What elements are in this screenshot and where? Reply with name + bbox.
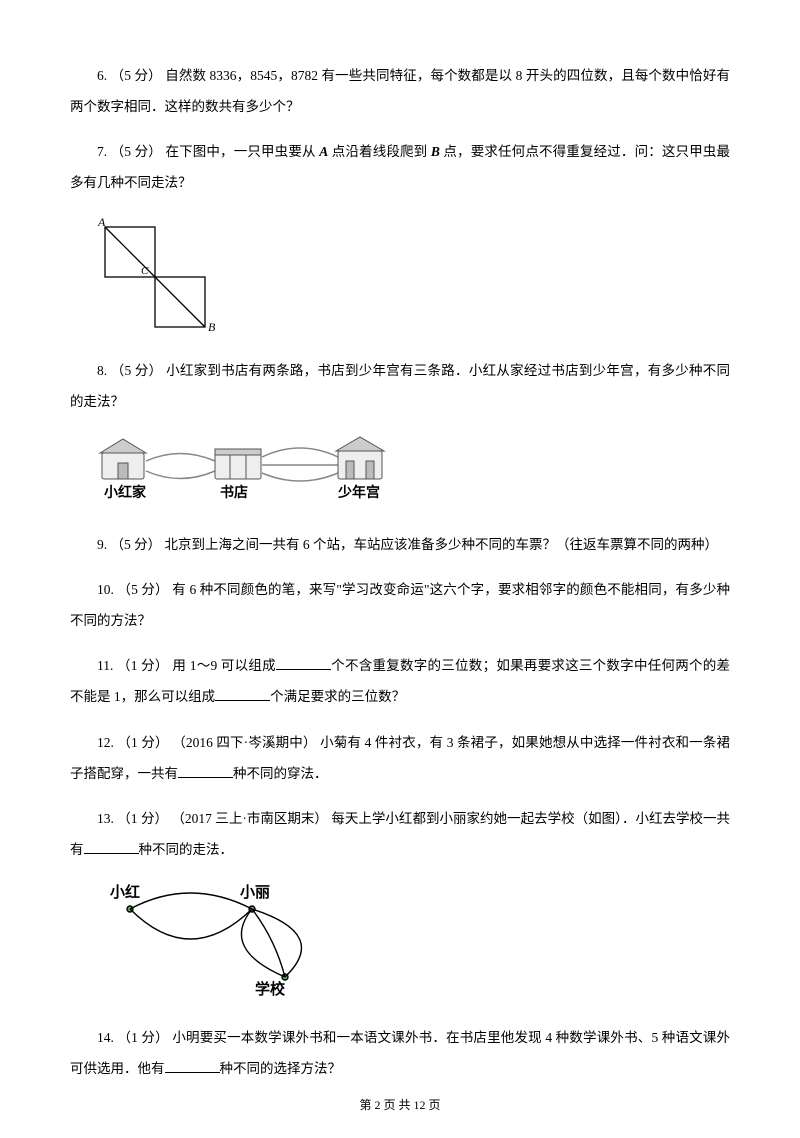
q-num: 8. xyxy=(97,363,107,378)
q-text-b: 点沿着线段爬到 xyxy=(328,144,431,159)
q-points: （1 分） xyxy=(117,658,169,673)
q-points: （5 分） xyxy=(111,68,162,83)
page-footer: 第 2 页 共 12 页 xyxy=(0,1096,800,1113)
question-10: 10. （5 分） 有 6 种不同颜色的笔，来写"学习改变命运"这六个字，要求相… xyxy=(70,574,730,636)
q-points: （5 分） xyxy=(111,144,162,159)
q-num: 10. xyxy=(97,582,114,597)
question-8: 8. （5 分） 小红家到书店有两条路，书店到少年宫有三条路．小红从家经过书店到… xyxy=(70,355,730,417)
blank-input[interactable] xyxy=(215,687,270,702)
question-11: 11. （1 分） 用 1～9 可以组成个不含重复数字的三位数；如果再要求这三个… xyxy=(70,650,730,712)
q-text: 小红家到书店有两条路，书店到少年宫有三条路．小红从家经过书店到少年宫，有多少种不… xyxy=(70,363,730,409)
label-home: 小红家 xyxy=(104,484,147,501)
letter-b: B xyxy=(431,144,440,159)
label-sch: 学校 xyxy=(255,980,286,998)
q-text-b: 种不同的选择方法？ xyxy=(220,1061,342,1076)
label-c: C xyxy=(141,265,149,277)
q-points: （1 分） xyxy=(117,1030,168,1045)
footer-text: 第 2 页 共 12 页 xyxy=(359,1098,440,1112)
q-num: 9. xyxy=(97,537,107,552)
q-source: （2017 三上·市南区期末） xyxy=(171,811,328,826)
q-points: （5 分） xyxy=(117,582,168,597)
q-num: 6. xyxy=(97,68,107,83)
q-text: 有 6 种不同颜色的笔，来写"学习改变命运"这六个字，要求相邻字的颜色不能相同，… xyxy=(70,582,730,628)
q-text-a: 用 1～9 可以组成 xyxy=(172,658,276,673)
figure-q7: A C B xyxy=(90,212,730,337)
q-text-b: 种不同的穿法． xyxy=(233,766,328,781)
figure-q13: 小红 小丽 学校 xyxy=(90,879,730,1004)
label-xl: 小丽 xyxy=(240,884,270,901)
label-xh: 小红 xyxy=(110,883,140,901)
letter-a: A xyxy=(319,144,328,159)
label-a: A xyxy=(97,215,106,229)
blank-input[interactable] xyxy=(84,839,139,854)
q-num: 14. xyxy=(97,1030,114,1045)
question-14: 14. （1 分） 小明要买一本数学课外书和一本语文课外书．在书店里他发现 4 … xyxy=(70,1022,730,1084)
label-shop: 书店 xyxy=(220,484,248,501)
q-num: 13. xyxy=(97,811,114,826)
question-9: 9. （5 分） 北京到上海之间一共有 6 个站，车站应该准备多少种不同的车票？… xyxy=(70,529,730,560)
q-num: 7. xyxy=(97,144,107,159)
q-text-c: 个满足要求的三位数？ xyxy=(270,689,405,704)
blank-input[interactable] xyxy=(276,656,331,671)
question-13: 13. （1 分） （2017 三上·市南区期末） 每天上学小红都到小丽家约她一… xyxy=(70,803,730,865)
question-6: 6. （5 分） 自然数 8336，8545，8782 有一些共同特征，每个数都… xyxy=(70,60,730,122)
q-text-a: 小菊有 4 件衬衣，有 3 条裙子，如果她想从中选择一件衬衣和一条裙子搭配穿，一… xyxy=(70,735,730,781)
q-num: 11. xyxy=(97,658,113,673)
q-text-a: 在下图中，一只甲虫要从 xyxy=(165,144,319,159)
question-12: 12. （1 分） （2016 四下·岑溪期中） 小菊有 4 件衬衣，有 3 条… xyxy=(70,727,730,789)
q-text: 北京到上海之间一共有 6 个站，车站应该准备多少种不同的车票？（往返车票算不同的… xyxy=(165,537,719,552)
q-points: （1 分） xyxy=(117,735,168,750)
q-text-b: 种不同的走法． xyxy=(139,842,234,857)
blank-input[interactable] xyxy=(178,763,233,778)
label-palace: 少年宫 xyxy=(337,484,380,501)
q-points: （1 分） xyxy=(117,811,168,826)
q-source: （2016 四下·岑溪期中） xyxy=(172,735,316,750)
label-b: B xyxy=(208,320,216,332)
q-points: （5 分） xyxy=(111,537,162,552)
blank-input[interactable] xyxy=(165,1058,220,1073)
q-points: （5 分） xyxy=(111,363,163,378)
question-7: 7. （5 分） 在下图中，一只甲虫要从 A 点沿着线段爬到 B 点，要求任何点… xyxy=(70,136,730,198)
figure-q8: 小红家 书店 少年宫 xyxy=(90,431,730,511)
q-text: 自然数 8336，8545，8782 有一些共同特征，每个数都是以 8 开头的四… xyxy=(70,68,730,114)
q-num: 12. xyxy=(97,735,114,750)
